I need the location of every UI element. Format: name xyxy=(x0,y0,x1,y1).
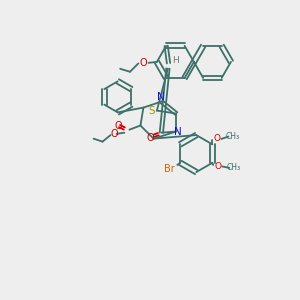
Text: O: O xyxy=(146,133,154,143)
Text: CH₃: CH₃ xyxy=(226,164,240,172)
Text: CH₃: CH₃ xyxy=(225,132,239,141)
Text: O: O xyxy=(214,162,221,171)
Text: N: N xyxy=(157,92,165,102)
Text: O: O xyxy=(140,58,147,68)
Text: H: H xyxy=(172,56,178,65)
Text: Br: Br xyxy=(164,164,174,174)
Text: S: S xyxy=(148,106,155,116)
Text: O: O xyxy=(111,130,118,140)
Text: N: N xyxy=(174,127,182,137)
Text: O: O xyxy=(213,134,220,143)
Text: O: O xyxy=(115,121,122,130)
